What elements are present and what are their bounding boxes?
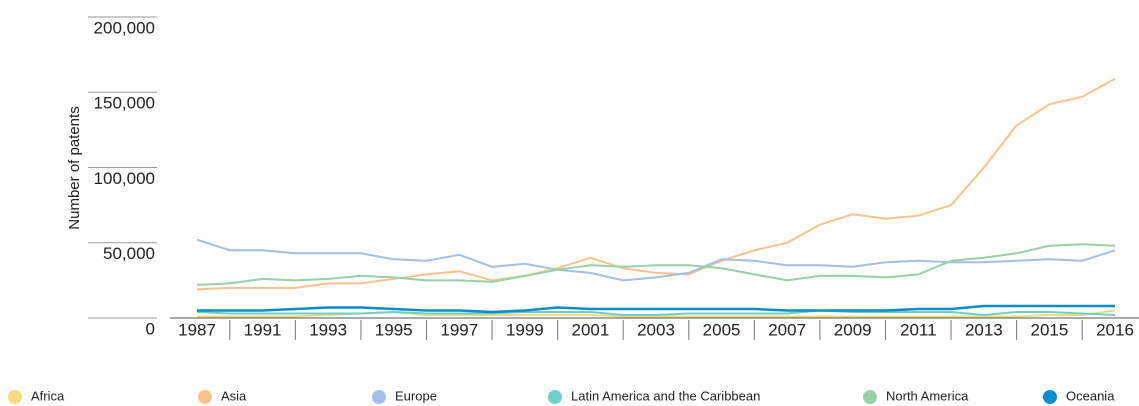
legend-label: North America [886,388,969,403]
legend-label: Latin America and the Caribbean [571,388,760,403]
series-line [196,309,1116,317]
legend-swatch [8,390,22,404]
x-tick-label: 1995 [375,320,413,339]
legend-swatch [863,390,877,404]
y-tick-label: 100,000 [94,169,155,188]
x-tick-label: 1991 [244,320,282,339]
x-tick-label: 2015 [1031,320,1069,339]
x-tick-label: 2009 [834,320,872,339]
x-tick-label: 2016 [1096,320,1134,339]
x-tick-label: 1999 [506,320,544,339]
series-line [196,77,1116,291]
x-tick-label: 2001 [572,320,610,339]
legend-swatch [198,390,212,404]
legend-label: Oceania [1066,388,1115,403]
legend-swatch [1043,390,1057,404]
legend-label: Africa [31,388,65,403]
y-tick-label: 0 [146,319,155,338]
series-line [196,243,1116,286]
legend-label: Europe [395,388,437,403]
legend-swatch [548,390,562,404]
x-tick-label: 1987 [178,320,216,339]
x-tick-label: 1993 [309,320,347,339]
y-tick-label: 200,000 [94,18,155,37]
y-axis-title: Number of patents [66,106,83,229]
series-line [197,304,1115,314]
legend-swatch [372,390,386,404]
x-tick-label: 2013 [965,320,1003,339]
x-tick-label: 2007 [768,320,806,339]
x-tick-label: 1997 [440,320,478,339]
legend-label: Asia [221,388,247,403]
x-tick-label: 2011 [900,320,937,339]
y-tick-label: 50,000 [103,244,155,263]
x-tick-label: 2003 [637,320,675,339]
y-tick-label: 150,000 [94,94,155,113]
series-line [196,238,1116,282]
x-tick-label: 2005 [703,320,741,339]
